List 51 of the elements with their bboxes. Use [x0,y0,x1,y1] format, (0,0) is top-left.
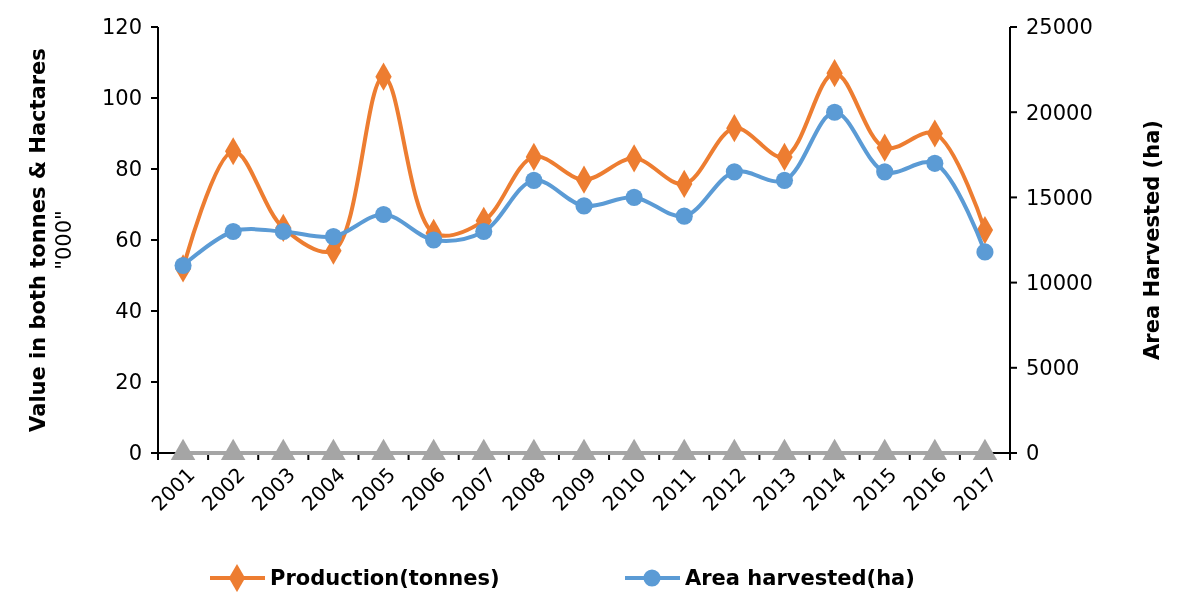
point [725,163,743,181]
point [374,205,393,223]
point [271,438,296,461]
y-tick-label: 60 [115,228,142,253]
point [571,438,597,461]
y2-tick-label: 5000 [1026,356,1080,381]
point [621,438,647,461]
point [525,171,543,189]
point [274,222,292,241]
point [471,438,497,461]
point [872,438,897,461]
legend-label: Area harvested(ha) [685,566,915,591]
point [174,257,192,275]
y-tick-label: 40 [115,299,142,324]
y-tick-label: 0 [128,441,142,466]
point [220,438,246,461]
point [772,438,797,461]
y2-tick-label: 15000 [1026,185,1093,210]
point [972,438,998,461]
point [321,438,346,461]
y2-axis-title: Area Harvested (ha) [1140,120,1164,360]
point [421,438,446,461]
point [324,228,342,246]
y-tick-label: 120 [101,15,142,40]
y-tick-label: 100 [101,86,142,111]
point [475,222,493,241]
y-axis-title: Value in both tonnes & Hactares "000" [26,48,76,432]
point [675,207,693,225]
point [826,103,844,121]
point [926,154,944,172]
y2-tick-label: 10000 [1026,270,1093,295]
point [521,438,547,461]
legend-label: Production(tonnes) [270,566,500,591]
point [170,438,196,461]
point [671,438,697,461]
point [224,222,242,241]
y-tick-label: 20 [115,370,142,395]
point [625,188,643,206]
point [722,438,747,461]
y2-tick-label: 0 [1026,441,1040,466]
point [922,438,948,461]
point [822,438,847,461]
point [425,231,443,249]
y2-tick-label: 20000 [1026,100,1093,125]
point [371,438,396,461]
point [575,197,593,215]
point [876,163,894,181]
point [976,243,994,261]
y-tick-label: 80 [115,157,142,182]
point [775,171,794,189]
y2-tick-label: 25000 [1026,15,1093,40]
